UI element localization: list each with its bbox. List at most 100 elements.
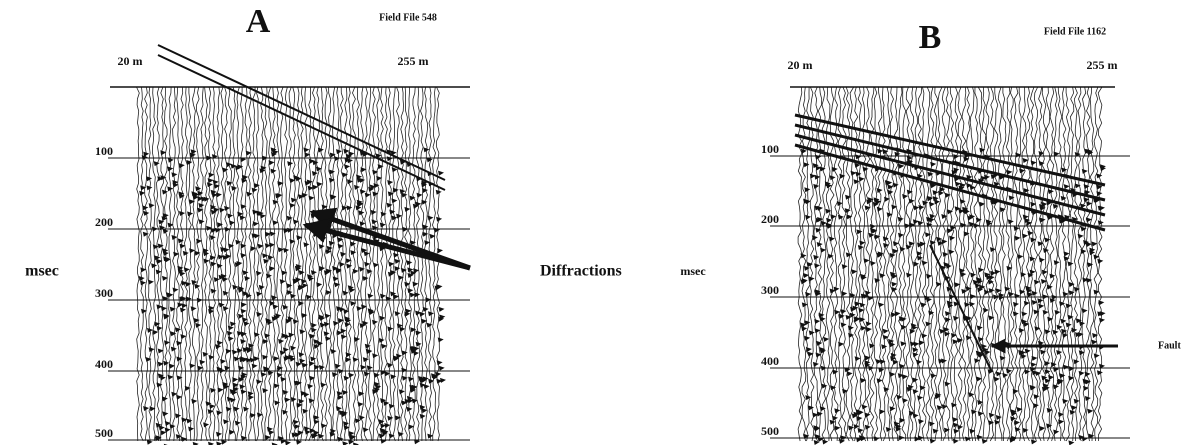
wavelet [216,441,223,445]
wavelet [820,247,827,253]
wavelet [342,290,349,296]
time-tick-label: 200 [761,212,779,226]
wavelet [818,312,825,318]
wavelet [181,280,188,286]
seismic-trace [985,86,991,442]
wavelet [197,196,204,202]
wavelet [357,401,364,407]
wavelet [870,260,876,266]
wavelet [302,408,309,414]
wavelet [412,203,419,209]
wavelet [974,283,981,289]
wavelet [264,231,271,237]
wavelet [887,189,894,195]
wavelet [824,181,831,187]
wavelet [155,269,162,275]
wavelet [953,428,960,434]
wavelet [882,334,889,340]
wavelet [819,316,826,322]
wavelet [846,214,853,220]
seismic-trace [192,86,196,442]
wavelet [1046,284,1053,290]
wavelet [155,422,162,428]
wavelet [188,426,195,432]
wavelet [268,430,275,435]
wavelet [820,220,827,226]
wavelet [309,375,316,381]
wavelet [167,166,174,172]
seismic-trace [176,86,180,442]
wavelet [1048,375,1055,380]
wavelet [421,199,428,205]
wavelet [338,318,344,324]
wavelet [313,339,320,345]
wavelet [416,192,423,198]
seismic-trace [392,86,396,442]
wavelet [878,302,885,308]
wavelet [231,349,238,355]
wavelet [1086,201,1093,207]
wavelet [874,278,881,283]
wavelet [1063,256,1070,262]
wavelet [978,267,984,273]
seismic-trace [917,86,923,442]
wavelet [284,440,291,445]
wavelet [1054,310,1061,315]
wavelet [804,335,811,341]
wavelet [1021,319,1028,325]
wavelet [1022,233,1028,239]
wavelet [930,183,937,189]
wavelet [864,424,871,430]
wavelet [890,352,897,358]
wavelet [161,216,168,222]
seismic-trace [360,86,364,442]
wavelet [208,441,214,445]
wavelet [979,284,986,290]
wavelet [234,165,241,171]
wavelet [889,406,896,412]
wavelet [1049,298,1056,303]
wavelet [172,287,179,293]
seismic-trace [256,86,260,442]
wavelet [333,320,339,326]
wavelet [1006,368,1012,374]
wavelet [181,417,188,423]
wavelet [162,251,169,256]
wavelet [408,424,415,430]
wavelet [808,405,814,411]
wavelet [226,330,233,336]
wavelet [434,285,441,291]
wavelet [1026,288,1033,294]
wavelet [1078,350,1085,356]
wavelet [1080,203,1086,209]
wavelet [414,439,420,445]
wavelet [152,329,159,335]
wavelet [1014,420,1020,426]
wavelet [175,327,181,333]
wavelet [378,337,385,343]
wavelet [994,269,1001,275]
wavelet [297,285,304,291]
wavelet [190,149,197,155]
wavelet [948,249,955,255]
wavelet [929,438,936,444]
seismic-trace [296,86,300,442]
wavelet [925,321,932,327]
wavelet [249,412,256,418]
wavelet [859,317,866,323]
wavelet [158,219,165,225]
wavelet [206,182,213,188]
wavelet [906,189,913,195]
wavelet [965,335,972,341]
seismic-trace [821,86,827,442]
wavelet [391,215,398,221]
wavelet [819,166,826,172]
wavelet [961,288,968,294]
seismic-trace [901,86,907,442]
wavelet [284,397,291,403]
wavelet [282,389,289,395]
wavelet [819,347,826,353]
wavelet [965,286,972,292]
wavelet [995,288,1002,294]
